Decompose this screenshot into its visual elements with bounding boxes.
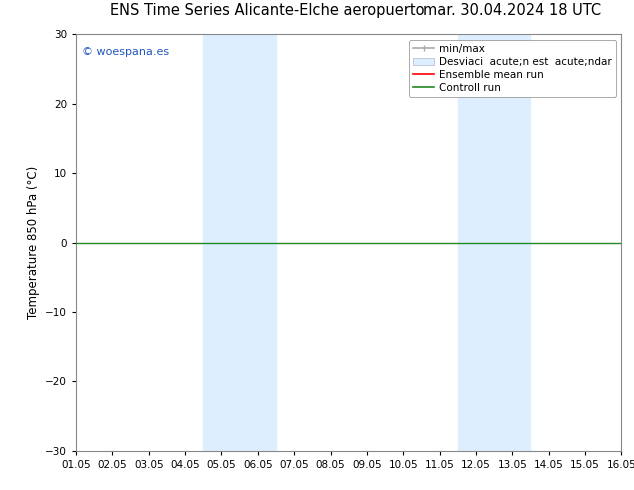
- Text: © woespana.es: © woespana.es: [82, 47, 169, 57]
- Legend: min/max, Desviaci  acute;n est  acute;ndar, Ensemble mean run, Controll run: min/max, Desviaci acute;n est acute;ndar…: [409, 40, 616, 97]
- Text: ENS Time Series Alicante-Elche aeropuerto: ENS Time Series Alicante-Elche aeropuert…: [110, 2, 424, 18]
- Bar: [204, 34, 276, 451]
- Text: mar. 30.04.2024 18 UTC: mar. 30.04.2024 18 UTC: [424, 2, 601, 18]
- Bar: [458, 34, 531, 451]
- Y-axis label: Temperature 850 hPa (°C): Temperature 850 hPa (°C): [27, 166, 39, 319]
